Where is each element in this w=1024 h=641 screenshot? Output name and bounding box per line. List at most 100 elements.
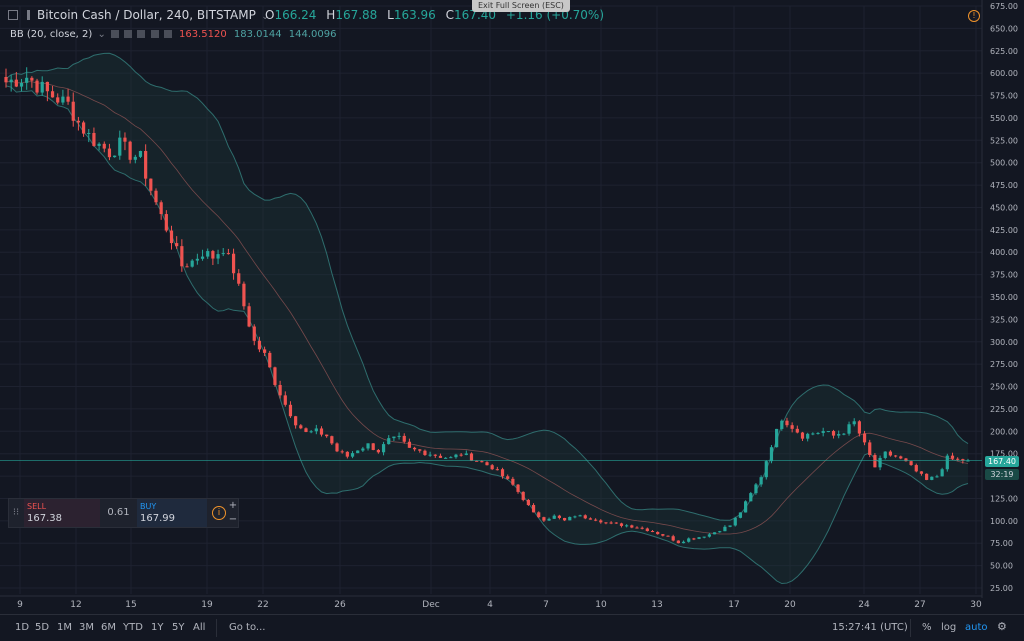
candle-body	[878, 457, 882, 468]
timeframe-ytd[interactable]: YTD	[123, 622, 143, 633]
y-tick-label: 75.00	[990, 539, 1013, 548]
candle-body	[268, 352, 272, 368]
timeframe-3m[interactable]: 3M	[79, 622, 94, 633]
candle-body	[325, 434, 329, 437]
y-tick-label: 650.00	[990, 24, 1018, 33]
y-tick-label: 575.00	[990, 92, 1018, 101]
timeframe-6m[interactable]: 6M	[101, 622, 116, 633]
bollinger-band-fill	[6, 53, 968, 584]
timeframe-5y[interactable]: 5Y	[172, 622, 185, 633]
candle-body	[821, 431, 825, 433]
timeframe-all[interactable]: All	[193, 622, 206, 633]
candle-body	[666, 535, 670, 537]
add-icon[interactable]	[150, 30, 159, 38]
log-toggle[interactable]: log	[941, 622, 957, 633]
candle-body	[288, 404, 293, 417]
candle-body	[309, 431, 313, 433]
candle-body	[475, 460, 479, 462]
candle-body	[547, 518, 551, 521]
y-tick-label: 175.00	[990, 450, 1018, 459]
candle-body	[454, 454, 458, 458]
candle-body	[759, 477, 763, 485]
exit-fullscreen-button[interactable]: Exit Full Screen (ESC)	[472, 0, 570, 12]
candle-body	[490, 465, 494, 470]
alert-icon[interactable]: !	[968, 10, 980, 22]
candle-body	[366, 443, 370, 449]
candle-body	[159, 202, 163, 215]
eye-icon[interactable]	[111, 30, 120, 38]
y-tick-label: 425.00	[990, 226, 1018, 235]
indicator-chevron-icon[interactable]: ⌄	[97, 29, 106, 40]
source-icon[interactable]	[137, 30, 146, 38]
symbol-chevron-icon[interactable]: ⌄	[261, 12, 269, 22]
candle-body	[697, 537, 701, 539]
percent-toggle[interactable]: %	[922, 622, 932, 633]
buy-price: 167.99	[140, 513, 175, 524]
y-tick-label: 50.00	[990, 562, 1013, 571]
countdown-label: 32:19	[985, 469, 1019, 480]
candle-body	[883, 451, 887, 458]
high-value: 167.88	[335, 8, 378, 22]
timeframe-5d[interactable]: 5D	[35, 622, 50, 633]
gear-icon[interactable]: ⚙	[997, 620, 1007, 633]
auto-toggle[interactable]: auto	[965, 622, 988, 633]
candle-body	[640, 527, 644, 529]
candle-body	[330, 436, 334, 444]
candle-body	[356, 450, 360, 454]
candle-body	[831, 431, 836, 436]
sell-button[interactable]: SELL 167.38	[24, 499, 100, 527]
x-tick-label: 17	[728, 600, 739, 610]
candle-body	[154, 190, 158, 203]
timeframe-1m[interactable]: 1M	[57, 622, 72, 633]
info-icon[interactable]: i	[212, 506, 226, 520]
price-chart[interactable]: 25.0050.0075.00100.00125.00150.00175.002…	[0, 0, 1024, 614]
candle-body	[257, 340, 262, 350]
candle-body	[625, 525, 629, 527]
candle-body	[868, 442, 872, 455]
candle-body	[449, 457, 453, 459]
goto-button[interactable]: Go to...	[229, 622, 266, 633]
candle-body	[692, 538, 696, 540]
symbol-title[interactable]: Bitcoin Cash / Dollar, 240, BITSTAMP	[37, 8, 256, 22]
candle-body	[557, 515, 562, 518]
increase-quantity-button[interactable]: +	[228, 500, 238, 511]
candle-body	[676, 540, 680, 544]
candle-body	[19, 82, 24, 87]
candle-body	[599, 520, 603, 523]
clock-time[interactable]: 15:27:41 (UTC)	[832, 622, 908, 633]
y-tick-label: 100.00	[990, 517, 1018, 526]
indicator-name[interactable]: BB (20, close, 2)	[10, 29, 93, 40]
settings-icon[interactable]	[124, 30, 133, 38]
candle-body	[526, 499, 530, 506]
bottom-toolbar: 1D 5D 1M 3M 6M YTD 1Y 5Y All Go to... 15…	[0, 614, 1024, 641]
sell-label: SELL	[27, 502, 47, 511]
candle-body	[102, 143, 106, 149]
candle-body	[361, 448, 365, 451]
candle-body	[480, 461, 484, 463]
collapse-icon[interactable]	[8, 10, 18, 20]
y-tick-label: 525.00	[990, 136, 1018, 145]
remove-icon[interactable]	[163, 30, 172, 38]
candle-body	[133, 156, 137, 160]
candle-body	[81, 122, 86, 134]
candle-body	[61, 96, 65, 103]
candle-body	[397, 435, 401, 437]
candle-body	[30, 77, 34, 81]
candle-body	[723, 526, 727, 532]
x-tick-label: 19	[201, 600, 213, 610]
candle-body	[862, 433, 867, 443]
candle-body	[702, 536, 706, 538]
drag-handle-icon[interactable]: ⁝⁝	[12, 507, 20, 518]
decrease-quantity-button[interactable]: −	[228, 514, 238, 525]
x-tick-label: 15	[125, 600, 136, 610]
timeframe-1d[interactable]: 1D	[15, 622, 30, 633]
candle-body	[485, 462, 489, 466]
timeframe-1y[interactable]: 1Y	[151, 622, 164, 633]
candle-body	[200, 256, 205, 259]
buy-button[interactable]: BUY 167.99	[137, 499, 207, 527]
open-label: O	[265, 8, 275, 22]
candle-body	[966, 460, 970, 462]
candle-body	[775, 428, 779, 448]
candle-body	[935, 476, 939, 478]
candle-body	[294, 416, 298, 426]
